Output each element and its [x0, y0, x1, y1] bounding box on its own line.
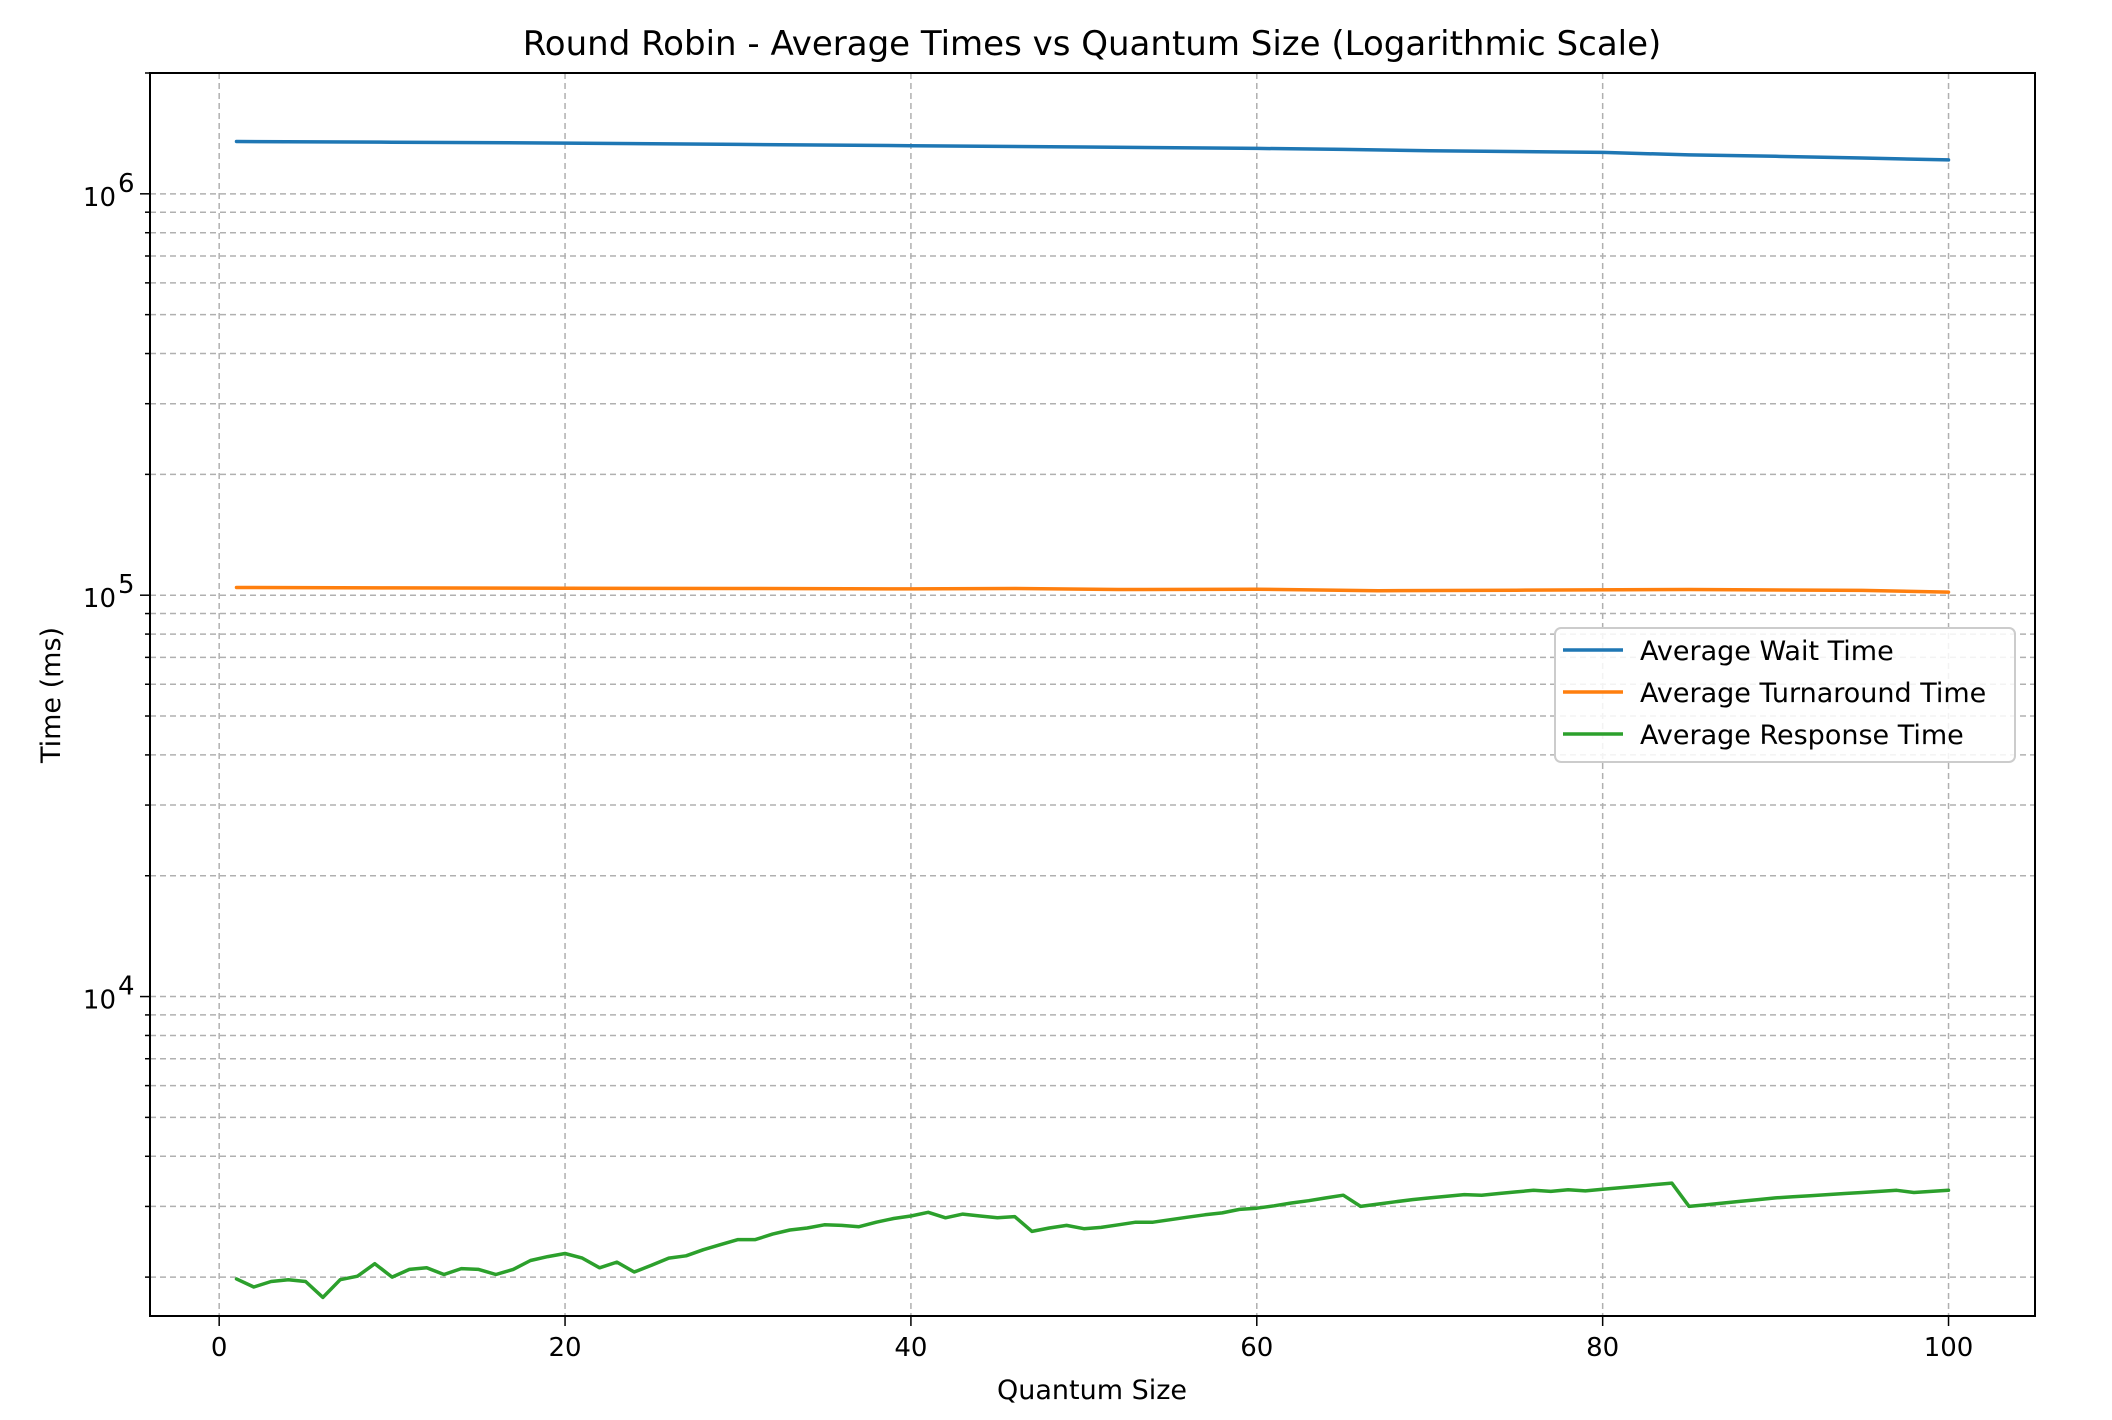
x-tick-label: 60	[1240, 1333, 1273, 1363]
legend-label-wait: Average Wait Time	[1640, 636, 1894, 667]
x-tick-label: 20	[548, 1333, 581, 1363]
y-tick-exponent: 4	[118, 972, 135, 1002]
y-tick-label: 10	[83, 584, 116, 614]
legend: Average Wait Time Average Turnaround Tim…	[1554, 627, 2016, 763]
y-tick-label: 10	[83, 986, 116, 1016]
legend-label-response: Average Response Time	[1640, 720, 1964, 751]
legend-label-turnaround: Average Turnaround Time	[1640, 678, 1986, 709]
y-tick-exponent: 6	[118, 169, 135, 199]
legend-box	[1554, 627, 2016, 763]
wait-time-line	[234, 139, 1951, 162]
series-lines	[234, 139, 1951, 1300]
chart-title: Round Robin - Average Times vs Quantum S…	[523, 24, 1662, 64]
y-axis-label: Time (ms)	[36, 627, 67, 764]
y-tick-label: 10	[83, 183, 116, 213]
x-tick-label: 40	[894, 1333, 927, 1363]
turnaround-time-line	[234, 585, 1951, 594]
y-tick-exponent: 5	[118, 570, 135, 600]
response-time-line	[234, 1181, 1951, 1300]
x-tick-label: 80	[1586, 1333, 1619, 1363]
x-axis-label: Quantum Size	[997, 1375, 1187, 1406]
x-tick-label: 0	[211, 1333, 228, 1363]
x-tick-label: 100	[1924, 1333, 1974, 1363]
plot-frame	[149, 72, 2036, 1317]
